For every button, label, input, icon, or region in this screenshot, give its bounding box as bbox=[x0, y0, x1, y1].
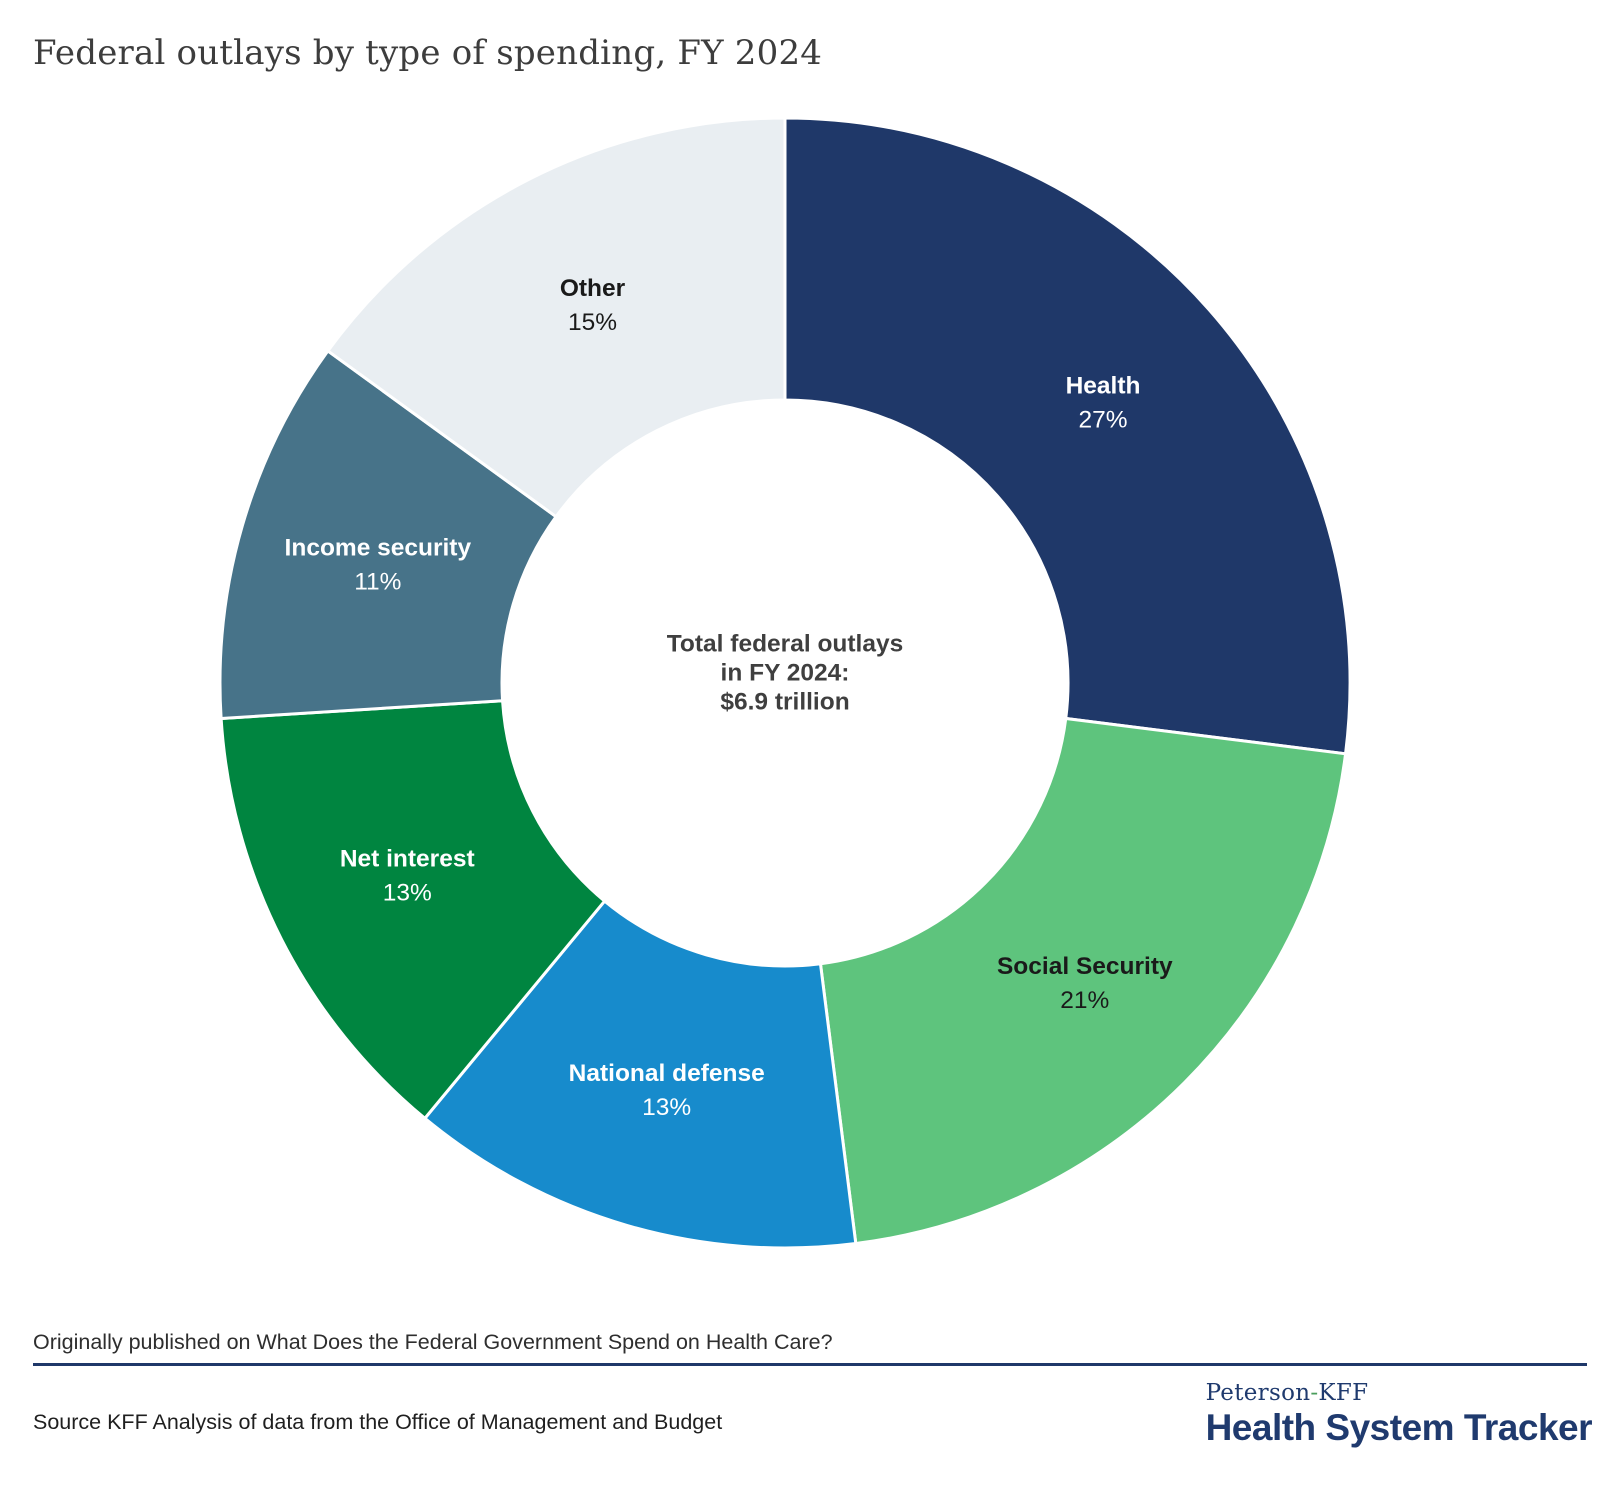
donut-segment-income-security[interactable] bbox=[218, 348, 559, 721]
peterson-kff-logo[interactable]: Peterson-KFF Health System Tracker bbox=[1205, 1380, 1593, 1449]
segment-label-social-security: Social Security 21% bbox=[997, 953, 1173, 1014]
donut-segment-national-defense[interactable] bbox=[422, 898, 858, 1250]
segment-label-net-interest: Net interest 13% bbox=[340, 845, 475, 906]
donut-segment-social-security[interactable] bbox=[818, 716, 1348, 1246]
logo-brand-prefix: Peterson bbox=[1205, 1380, 1311, 1406]
donut-segment-health[interactable] bbox=[783, 116, 1352, 756]
source-line: Source KFF Analysis of data from the Off… bbox=[33, 1410, 723, 1434]
donut-segment-other[interactable] bbox=[325, 116, 787, 519]
donut-segment-net-interest[interactable] bbox=[219, 699, 607, 1121]
segment-label-national-defense: National defense 13% bbox=[569, 1060, 765, 1121]
chart-title: Federal outlays by type of spending, FY … bbox=[33, 33, 823, 73]
published-line[interactable]: Originally published on What Does the Fe… bbox=[33, 1330, 833, 1354]
logo-brand-suffix: KFF bbox=[1318, 1380, 1369, 1406]
segment-label-health: Health 27% bbox=[1066, 373, 1141, 434]
logo-name: Health System Tracker bbox=[1205, 1407, 1593, 1448]
footer-divider bbox=[33, 1363, 1587, 1366]
donut-center-label: Total federal outlays in FY 2024: $6.9 tri… bbox=[667, 631, 903, 716]
logo-top-line: Peterson-KFF bbox=[1206, 1380, 1592, 1406]
donut-chart: Health 27% Social Security 21% National defe… bbox=[218, 116, 1352, 1250]
logo-hyphen: - bbox=[1310, 1380, 1319, 1406]
segment-label-income-security: Income security 11% bbox=[285, 535, 472, 596]
segment-label-other: Other 15% bbox=[560, 275, 626, 336]
